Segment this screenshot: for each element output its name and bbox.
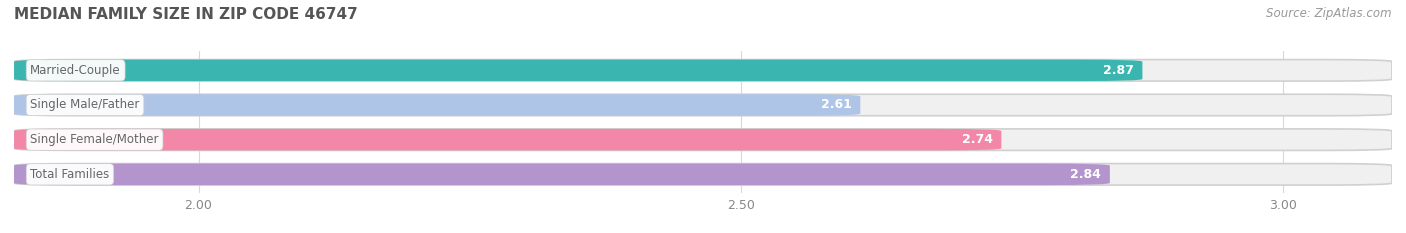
FancyBboxPatch shape [14, 94, 1392, 116]
FancyBboxPatch shape [14, 164, 1392, 185]
FancyBboxPatch shape [14, 129, 1392, 151]
Text: MEDIAN FAMILY SIZE IN ZIP CODE 46747: MEDIAN FAMILY SIZE IN ZIP CODE 46747 [14, 7, 357, 22]
Text: Single Male/Father: Single Male/Father [31, 99, 139, 112]
FancyBboxPatch shape [14, 164, 1109, 185]
Text: Source: ZipAtlas.com: Source: ZipAtlas.com [1267, 7, 1392, 20]
Text: Single Female/Mother: Single Female/Mother [31, 133, 159, 146]
Text: 2.84: 2.84 [1070, 168, 1101, 181]
Text: 2.87: 2.87 [1102, 64, 1133, 77]
FancyBboxPatch shape [14, 60, 1143, 81]
Text: Married-Couple: Married-Couple [31, 64, 121, 77]
FancyBboxPatch shape [14, 94, 860, 116]
Text: 2.61: 2.61 [821, 99, 852, 112]
FancyBboxPatch shape [14, 129, 1001, 151]
Text: 2.74: 2.74 [962, 133, 993, 146]
Text: Total Families: Total Families [31, 168, 110, 181]
FancyBboxPatch shape [14, 60, 1392, 81]
